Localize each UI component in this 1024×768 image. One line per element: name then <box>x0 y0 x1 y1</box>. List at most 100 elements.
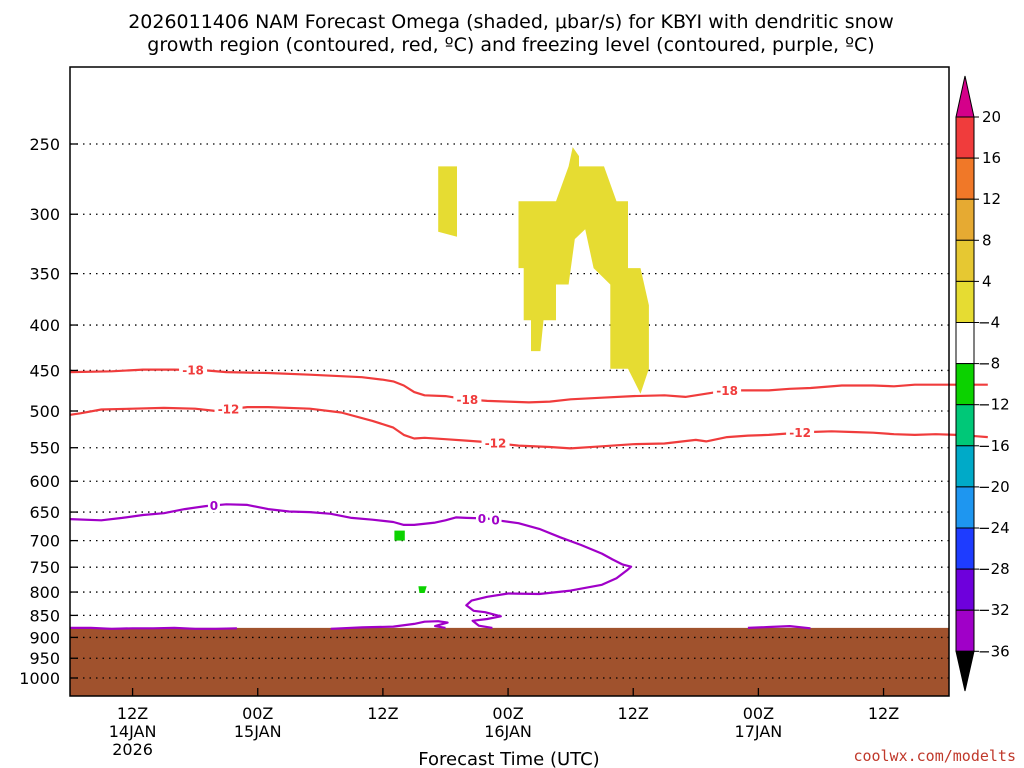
y-tick-label-550: 550 <box>29 439 60 458</box>
colorbar: 20 16 12 8 4 −4 −8 −12 −16 −20 −24 −28 −32 −36 <box>955 75 1010 692</box>
colorbar-box-4--4 <box>955 280 975 323</box>
y-tick-label-800: 800 <box>29 583 60 602</box>
colorbar-label--28: −28 <box>978 560 1010 578</box>
colorbar-box--16--20 <box>955 445 975 488</box>
y-tick-label-500: 500 <box>29 402 60 421</box>
colorbar-box--28--32 <box>955 568 975 611</box>
colorbar-label-20: 20 <box>982 108 1001 126</box>
contour-label-bg-1-1 <box>481 436 510 451</box>
y-tick-label-750: 750 <box>29 558 60 577</box>
y-tick-label-400: 400 <box>29 316 60 335</box>
colorbar-label--24: −24 <box>978 519 1010 537</box>
colorbar-box--4--8 <box>955 322 975 365</box>
omega-shading <box>394 147 649 593</box>
colorbar-box-8-4 <box>955 239 975 282</box>
omega-shade-0 <box>438 166 457 237</box>
colorbar-box--12--16 <box>955 404 975 447</box>
y-tick-label-900: 900 <box>29 628 60 647</box>
contour-label-0-1: -18 <box>457 393 479 407</box>
contour-0-4 <box>70 626 237 630</box>
x-tick-label-18-1: 15JAN <box>234 722 282 741</box>
colorbar-label--16: −16 <box>978 437 1010 455</box>
y-tick-label-350: 350 <box>29 265 60 284</box>
colorbar-label--8: −8 <box>978 355 1000 373</box>
plot-frame <box>69 66 950 697</box>
contour-label-bg-2-1 <box>475 511 488 526</box>
contour--18-0 <box>69 368 988 404</box>
x-tick-label-18-0: 00Z <box>242 704 273 723</box>
credit-text: coolwx.com/modelts <box>853 747 1016 765</box>
contour-label-0-0: -18 <box>182 364 204 378</box>
colorbar-box--24--28 <box>955 527 975 570</box>
y-tick-label-950: 950 <box>29 649 60 668</box>
contour-label-bg-2-2 <box>489 512 502 527</box>
colorbar-label--20: −20 <box>978 478 1010 496</box>
x-tick-label-66-1: 17JAN <box>735 722 783 741</box>
colorbar-label--36: −36 <box>978 642 1010 660</box>
y-axis-ticks: 250 300 350 400 450 500 550 600 650 700 750 800 850 9… <box>19 135 78 688</box>
omega-shade-2 <box>394 530 405 541</box>
colorbar-box-12-8 <box>955 198 975 241</box>
ground-below-surface <box>70 627 949 696</box>
y-tick-label-700: 700 <box>29 532 60 551</box>
colorbar-label--32: −32 <box>978 601 1010 619</box>
ground-fill <box>70 627 949 696</box>
grid-lines <box>70 143 949 679</box>
chart-title-line1: 2026011406 NAM Forecast Omega (shaded, μ… <box>128 11 894 33</box>
y-tick-label-1000: 1000 <box>19 669 60 688</box>
y-tick-label-250: 250 <box>29 135 60 154</box>
omega-shade-3 <box>418 586 427 593</box>
contour-0-5 <box>747 625 811 630</box>
colorbar-box--32--36 <box>955 609 975 652</box>
contour-label-bg-1-0 <box>214 402 243 417</box>
x-tick-label-54-0: 12Z <box>618 704 649 723</box>
colorbar-box--8--12 <box>955 363 975 406</box>
contour-lines <box>69 368 988 630</box>
x-tick-label-66-0: 00Z <box>743 704 774 723</box>
colorbar-top-cap <box>955 75 975 118</box>
colorbar-box-16-12 <box>955 157 975 200</box>
x-tick-label-78-0: 12Z <box>868 704 899 723</box>
x-tick-label-6-1: 14JAN <box>109 722 157 741</box>
x-axis-label: Forecast Time (UTC) <box>418 749 599 768</box>
contour-0-3 <box>330 620 449 630</box>
colorbar-label--12: −12 <box>978 396 1010 414</box>
colorbar-box--20--24 <box>955 486 975 529</box>
y-tick-label-650: 650 <box>29 503 60 522</box>
contour-0-2 <box>69 503 633 629</box>
chart-title-line2: growth region (contoured, red, ºC) and f… <box>147 34 874 56</box>
colorbar-bottom-cap <box>955 650 975 692</box>
contour--12-1 <box>69 406 988 450</box>
contour-label-bg-0-2 <box>713 383 742 398</box>
colorbar-label-8: 8 <box>982 231 992 249</box>
x-tick-label-42-1: 16JAN <box>484 722 532 741</box>
contour-label-2-2: 0 <box>491 513 499 527</box>
contour-label-bg-0-0 <box>179 363 208 378</box>
contour-label-1-0: -12 <box>218 403 240 417</box>
colorbar-box-20-16 <box>955 116 975 159</box>
contour-label-bg-1-2 <box>786 425 815 440</box>
contour-label-1-2: -12 <box>789 426 811 440</box>
contour-label-bg-0-1 <box>453 392 482 407</box>
y-tick-label-300: 300 <box>29 205 60 224</box>
colorbar-label-16: 16 <box>982 149 1001 167</box>
x-tick-label-6-0: 12Z <box>117 704 148 723</box>
contour-label-1-1: -12 <box>485 437 507 451</box>
x-tick-label-30-0: 12Z <box>367 704 398 723</box>
x-tick-label-6-2: 2026 <box>112 740 153 759</box>
omega-shade-1 <box>518 147 649 394</box>
y-tick-label-600: 600 <box>29 472 60 491</box>
y-tick-label-450: 450 <box>29 361 60 380</box>
contour-label-0-2: -18 <box>716 384 738 398</box>
x-tick-label-42-0: 00Z <box>492 704 523 723</box>
contour-label-2-0: 0 <box>210 499 218 513</box>
contour-label-2-1: 0 <box>478 512 486 526</box>
colorbar-label--4: −4 <box>978 314 1000 332</box>
contour-label-bg-2-0 <box>207 498 220 513</box>
y-tick-label-850: 850 <box>29 606 60 625</box>
colorbar-label-12: 12 <box>982 190 1001 208</box>
